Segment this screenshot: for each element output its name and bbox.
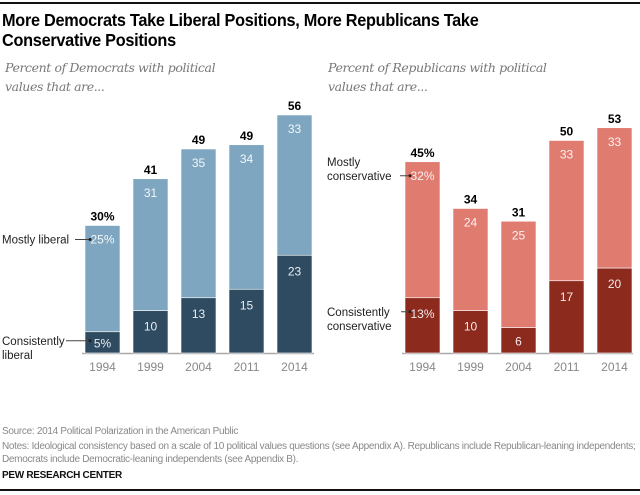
total-label: 53 [608, 112, 622, 126]
series-label-upper: conservative [327, 171, 392, 183]
lower-segment-2011 [228, 288, 265, 354]
segment-label: 25 [512, 228, 526, 242]
upper-segment-2014 [596, 127, 633, 269]
total-label: 49 [240, 129, 254, 143]
upper-segment-2011 [548, 140, 585, 282]
year-tick-label: 1999 [457, 360, 484, 374]
segment-label: 23 [288, 264, 302, 278]
year-tick-label: 2004 [505, 360, 532, 374]
year-tick-label: 2004 [185, 360, 212, 374]
republicans-subtitle: Percent of Republicans with political va… [328, 60, 547, 94]
series-label-lower: Consistently [327, 307, 390, 319]
upper-segment-1999 [452, 208, 489, 311]
segment-label: 35 [192, 156, 206, 170]
lower-segment-1999 [452, 310, 489, 354]
year-tick-label: 1999 [137, 360, 164, 374]
notes: Notes: Ideological consistency based on … [2, 441, 636, 465]
upper-segment-1999 [132, 178, 169, 311]
segment-label: 10 [144, 320, 158, 334]
segment-label: 33 [288, 122, 302, 136]
segment-label: 31 [144, 186, 158, 200]
total-label: 31 [512, 205, 526, 219]
pew-logo-text: PEW RESEARCH CENTER [2, 470, 122, 481]
segment-label: 33 [560, 148, 574, 162]
leader-dot-lower [408, 310, 412, 314]
segment-label: 10 [464, 320, 478, 334]
segment-label: 15 [240, 298, 254, 312]
segment-label: 17 [560, 290, 574, 304]
total-label: 41 [144, 163, 158, 177]
upper-segment-2004 [180, 148, 217, 299]
bottom-rule [0, 489, 640, 491]
upper-segment-1994 [404, 161, 441, 299]
leader-dot-upper [408, 174, 412, 178]
upper-segment-2014 [276, 114, 313, 256]
leader-dot-upper [88, 238, 92, 241]
lower-segment-1994 [404, 297, 441, 354]
series-label-lower: conservative [327, 321, 392, 333]
segment-label: 24 [464, 216, 478, 230]
year-tick-label: 2011 [234, 360, 260, 374]
segment-label: 33 [608, 135, 622, 149]
year-tick-label: 1994 [409, 360, 436, 374]
series-label-upper: Mostly [327, 157, 360, 169]
year-tick-label: 2014 [601, 360, 628, 374]
segment-label: 34 [240, 152, 254, 166]
lower-segment-2014 [276, 254, 313, 354]
year-tick-label: 1994 [89, 360, 116, 374]
year-tick-label: 2011 [554, 360, 580, 374]
lower-segment-2014 [596, 267, 633, 354]
upper-segment-1994 [84, 225, 121, 333]
democrats-subtitle: Percent of Democrats with political valu… [5, 60, 216, 94]
total-label: 30% [90, 210, 114, 224]
year-tick-label: 2014 [281, 360, 308, 374]
segment-label: 13 [192, 307, 206, 321]
top-rule [0, 2, 640, 4]
series-label-lower: liberal [2, 350, 33, 362]
source-note: Source: 2014 Political Polarization in t… [2, 426, 239, 437]
total-label: 50 [560, 125, 574, 139]
upper-segment-2011 [228, 144, 265, 290]
upper-segment-2004 [500, 220, 537, 328]
chart-title: More Democrats Take Liberal Positions, M… [2, 10, 479, 50]
segment-label: 25% [90, 233, 114, 247]
segment-label: 6 [515, 334, 522, 348]
segment-label: 5% [94, 336, 112, 350]
segment-label: 32% [410, 169, 434, 183]
lower-segment-2011 [548, 280, 585, 354]
total-label: 45% [410, 146, 434, 160]
series-label-upper: Mostly liberal [2, 235, 69, 247]
segment-label: 20 [608, 277, 622, 291]
lower-segment-1999 [132, 310, 169, 354]
segment-label: 13% [410, 307, 434, 321]
lower-segment-2004 [500, 327, 537, 354]
total-label: 49 [192, 133, 206, 147]
lower-segment-2004 [180, 297, 217, 354]
total-label: 34 [464, 193, 478, 207]
series-label-lower: Consistently [2, 336, 65, 348]
total-label: 56 [288, 99, 302, 113]
leader-dot-lower [88, 339, 92, 343]
bar-charts: 5% 25% 30% 1994 10 31 41 1999 13 35 49 2004 15 34 49 20… [2, 99, 633, 374]
